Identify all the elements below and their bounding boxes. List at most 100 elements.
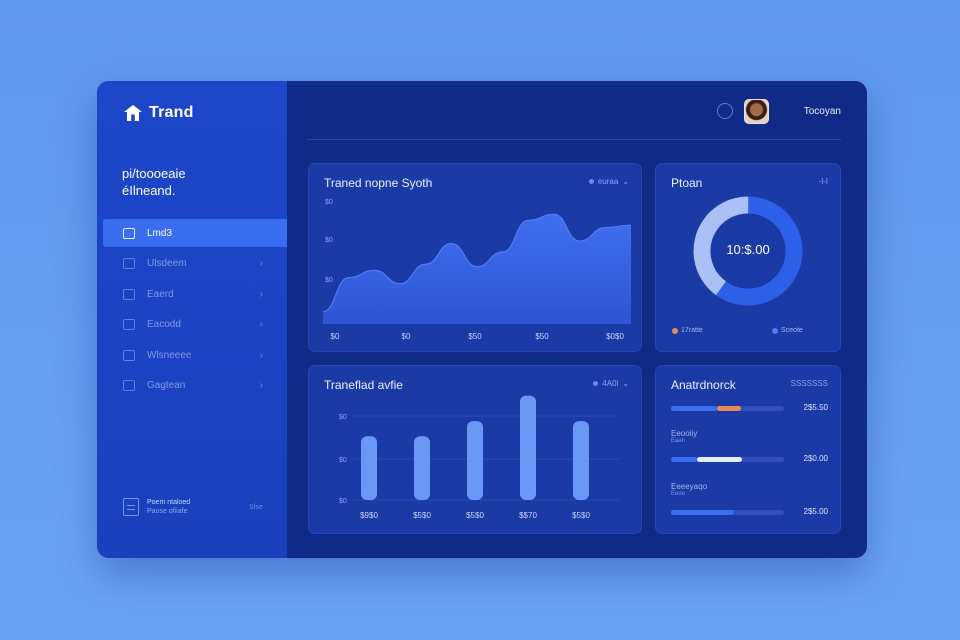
chevron-right-icon: › [259,380,263,392]
welcome-line-1: pi/toooeaie [122,166,186,181]
topbar: Tocoyan [307,81,841,140]
document-icon [123,498,139,516]
card-filter[interactable]: 4A0l ⌄ [593,379,629,388]
progress-track [671,406,784,411]
user-name[interactable]: Tocoyan [803,106,841,117]
avatar[interactable] [744,99,769,124]
chevron-right-icon: › [259,349,263,361]
legend-item-0: 17ratte [672,327,703,334]
sidebar-item-1[interactable]: Ulsdeem › [103,250,287,278]
welcome-line-2: éIlneand. [122,183,176,198]
sidebar-item-4[interactable]: Wlsneeee › [103,341,287,369]
legend-item-1: Sceote [772,327,803,334]
progress-card: Anatrdnorck SSSSSSS 2$5.50 Eeooiiy Eaan 2$0… [655,365,841,534]
progress-value: 2$0.00 [803,454,828,463]
chevron-right-icon: › [259,319,263,331]
donut-card: Ptoan -l-I 10:$.00 17ratte Sceote [655,163,841,352]
grid-icon [123,227,135,239]
sidebar-footer[interactable]: Poem ntaloed Pause ofiiafe Sfse [123,498,263,516]
x-tick-label: $50 [468,332,482,341]
card-meta: SSSSSSS [791,379,828,388]
legend-label: 17ratte [681,327,703,334]
donut-chart [693,196,803,306]
brand[interactable]: Trand [123,104,194,122]
x-tick-label: $5$0 [572,511,590,520]
x-tick-label: $9$0 [360,511,378,520]
x-tick-label: $0 [402,332,411,341]
sidebar-item-5[interactable]: Gagtean › [103,372,287,400]
menu-label: -l-I [818,177,828,186]
x-tick-label: $0$0 [606,332,624,341]
legend-dot [772,327,778,334]
sidebar: Trand pi/toooeaie éIlneand. Lmd3 Ulsdeem… [97,81,287,558]
y-tick-label: $0 [339,414,347,421]
sidebar-item-0[interactable]: Lmd3 [103,219,287,247]
card-title: Traned nopne Syoth [324,176,433,190]
sidebar-nav: Lmd3 Ulsdeem › Eaerd › Eacodd › Wlsneeee… [103,219,287,403]
card-title: Anatrdnorck [671,378,736,392]
progress-fill [671,510,735,515]
notification-icon[interactable] [717,103,733,119]
progress-row: Eeeeyaqo Eeoo 2$5.00 [671,482,828,516]
bar [414,436,430,500]
card-menu[interactable]: -l-I [819,177,828,186]
x-tick-label: $0 [331,332,340,341]
app-window: Trand pi/toooeaie éIlneand. Lmd3 Ulsdeem… [97,81,867,558]
y-tick-label: $0 [325,277,333,284]
x-tick-label: $50 [535,332,549,341]
progress-label: Eeeeyaqo [671,482,708,491]
progress-fill [671,406,718,411]
filter-dot-icon [593,381,599,386]
sidebar-item-label: Eaerd [147,288,174,300]
progress-value: 2$5.00 [803,507,828,516]
progress-fill [671,457,697,462]
progress-accent [696,457,743,462]
sidebar-item-3[interactable]: Eacodd › [103,311,287,339]
card-title: Ptoan [671,176,703,190]
donut-slice [693,196,803,306]
bar [467,421,483,500]
footer-title: Poem ntaloed [147,499,191,506]
bar [361,436,377,500]
sidebar-item-label: Eacodd [147,319,181,331]
progress-value: 2$5.50 [803,403,828,412]
bar [520,395,536,500]
footer-right-label: Sfse [248,503,263,511]
x-tick-label: $$70 [519,511,537,520]
chevron-down-icon: ⌄ [622,177,629,186]
meta-label: SSSSSSS [790,379,828,388]
sidebar-item-2[interactable]: Eaerd › [103,280,287,308]
progress-track [671,457,784,462]
card-title: Traneflad avfie [324,378,403,392]
sidebar-item-label: Ulsdeem [147,258,187,270]
sidebar-item-label: Wlsneeee [147,349,192,361]
progress-row: Eeooiiy Eaan 2$0.00 [671,429,828,463]
progress-sublabel: Eeoo [671,491,686,497]
trend-chart-card: Traned nopne Syoth euraa ⌄ $0 $0 $0 $0 $0 $50… [308,163,642,352]
legend-label: Sceote [781,327,803,334]
x-tick-label: $5$0 [413,511,431,520]
square-icon [123,258,135,270]
area-series [323,214,631,324]
brand-name: Trand [149,104,194,121]
legend-dot [672,327,678,334]
progress-sublabel: Eaan [671,438,686,444]
welcome-text: pi/toooeaie éIlneand. [122,165,186,199]
filter-label: euraa [597,177,619,186]
y-tick-label: $0 [325,199,333,206]
y-tick-label: $0 [339,498,347,505]
sidebar-item-label: Lmd3 [147,227,173,239]
y-tick-label: $0 [339,457,347,464]
donut-center-value: 10:$.00 [726,242,770,257]
progress-label: Eeooiiy [671,429,698,438]
chevron-down-icon: ⌄ [622,379,629,388]
chevron-right-icon: › [259,288,263,300]
card-filter[interactable]: euraa ⌄ [588,177,629,186]
bar [573,421,589,500]
square-icon [123,288,135,300]
area-series-line [322,213,632,313]
progress-track [671,510,784,515]
square-icon [123,380,135,392]
progress-row: 2$5.50 [671,403,828,438]
y-tick-label: $0 [325,237,333,244]
